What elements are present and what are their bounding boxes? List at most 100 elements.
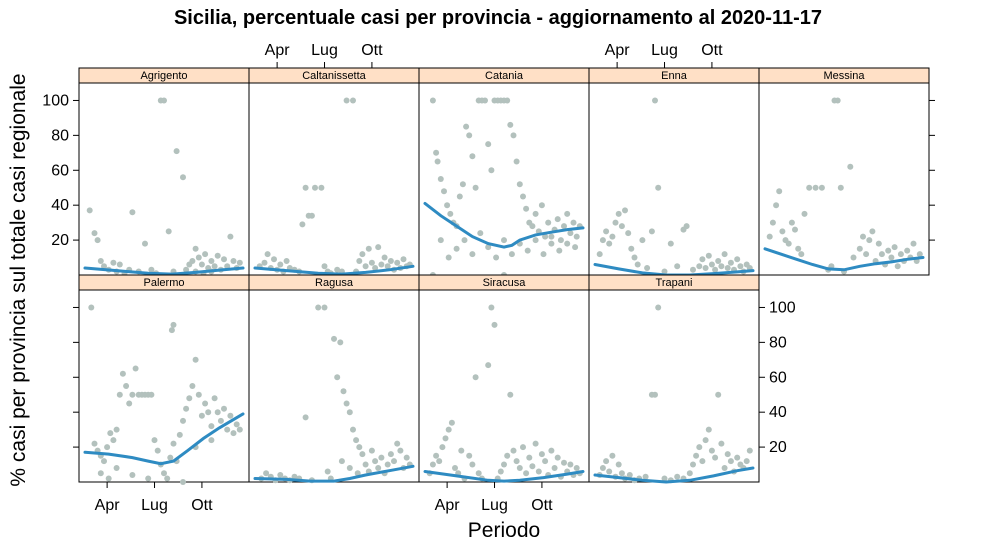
panel-strip-label: Ragusa: [315, 277, 354, 289]
data-point: [609, 233, 616, 240]
data-point: [453, 245, 460, 252]
data-point: [236, 426, 243, 433]
data-point: [132, 365, 139, 372]
panel-strip-label: Enna: [661, 70, 688, 82]
data-point: [834, 97, 841, 104]
data-point: [674, 473, 681, 480]
data-point: [869, 228, 876, 235]
y-tick-label: 80: [51, 127, 69, 144]
panel-frame: [588, 82, 760, 276]
data-point: [661, 268, 668, 275]
data-point: [639, 237, 646, 244]
data-point: [891, 244, 898, 251]
data-point: [227, 412, 234, 419]
data-point: [532, 210, 539, 217]
data-point: [863, 251, 870, 258]
data-point: [469, 153, 476, 160]
data-point: [445, 254, 452, 261]
smooth-line: [83, 412, 245, 466]
data-point: [712, 266, 719, 273]
data-point: [189, 383, 196, 389]
data-point: [916, 251, 923, 258]
data-point: [721, 465, 728, 471]
y-tick-label: 40: [769, 404, 787, 421]
data-point: [472, 374, 479, 381]
data-point: [538, 451, 545, 458]
smooth-line: [253, 264, 415, 276]
x-tick-label: Ott: [361, 42, 383, 59]
data-point: [302, 184, 309, 191]
data-point: [403, 454, 410, 461]
data-point: [696, 444, 703, 451]
data-point: [507, 391, 514, 398]
data-point: [554, 216, 561, 223]
panel-ragusa: Ragusa: [248, 274, 420, 484]
data-point: [189, 258, 196, 264]
data-point: [850, 254, 857, 261]
data-point: [634, 261, 641, 268]
data-point: [631, 254, 638, 261]
data-point: [338, 458, 345, 465]
data-point: [712, 454, 719, 461]
data-point: [609, 452, 616, 459]
data-point: [230, 430, 237, 437]
data-point: [142, 240, 148, 247]
data-point: [715, 391, 722, 398]
data-point: [381, 254, 388, 261]
data-point: [123, 383, 130, 389]
data-point: [888, 254, 895, 261]
data-point: [532, 440, 539, 447]
panel-strip: [588, 274, 760, 291]
panel-frame: [418, 289, 590, 483]
x-tick-label: Ott: [191, 497, 213, 514]
data-point: [173, 148, 180, 155]
data-point: [261, 259, 268, 266]
data-point: [642, 473, 649, 480]
data-point: [702, 265, 709, 271]
data-point: [718, 440, 725, 447]
data-point: [897, 251, 904, 258]
data-point: [715, 258, 722, 264]
panels-group: Agrigento Caltanissetta Catania Enna Messina…: [42, 42, 935, 514]
data-point: [148, 266, 155, 273]
panel-agrigento: Agrigento: [78, 67, 250, 277]
data-point: [567, 461, 574, 468]
data-point: [195, 254, 202, 261]
data-point: [485, 362, 492, 369]
x-tick-label: Lug: [651, 42, 678, 59]
data-point: [116, 261, 123, 268]
data-point: [205, 409, 212, 416]
data-point: [466, 452, 473, 459]
data-point: [557, 237, 564, 244]
data-point: [291, 473, 298, 480]
data-point: [365, 245, 372, 252]
data-point: [378, 261, 385, 268]
data-point: [145, 475, 152, 482]
data-point: [168, 327, 175, 334]
y-tick-label: 40: [51, 197, 69, 214]
data-point: [198, 261, 205, 268]
data-point: [469, 461, 476, 468]
data-point: [359, 451, 366, 458]
data-point: [548, 240, 555, 247]
data-point: [331, 335, 337, 342]
data-point: [434, 158, 441, 165]
data-point: [164, 475, 171, 482]
data-point: [878, 251, 885, 258]
data-point: [661, 475, 668, 482]
data-point: [91, 230, 98, 237]
panel-strip-label: Siracusa: [483, 277, 527, 289]
data-point: [540, 251, 547, 258]
data-point: [516, 465, 523, 471]
data-point: [910, 240, 917, 247]
data-point: [686, 470, 693, 477]
data-point: [236, 259, 243, 266]
data-point: [86, 207, 93, 214]
data-point: [837, 184, 844, 191]
data-point: [904, 247, 911, 254]
panel-strip: [758, 67, 930, 84]
data-point: [734, 256, 741, 263]
data-point: [501, 461, 507, 468]
data-point: [690, 266, 696, 273]
panel-strip-label: Caltanissetta: [302, 70, 366, 82]
